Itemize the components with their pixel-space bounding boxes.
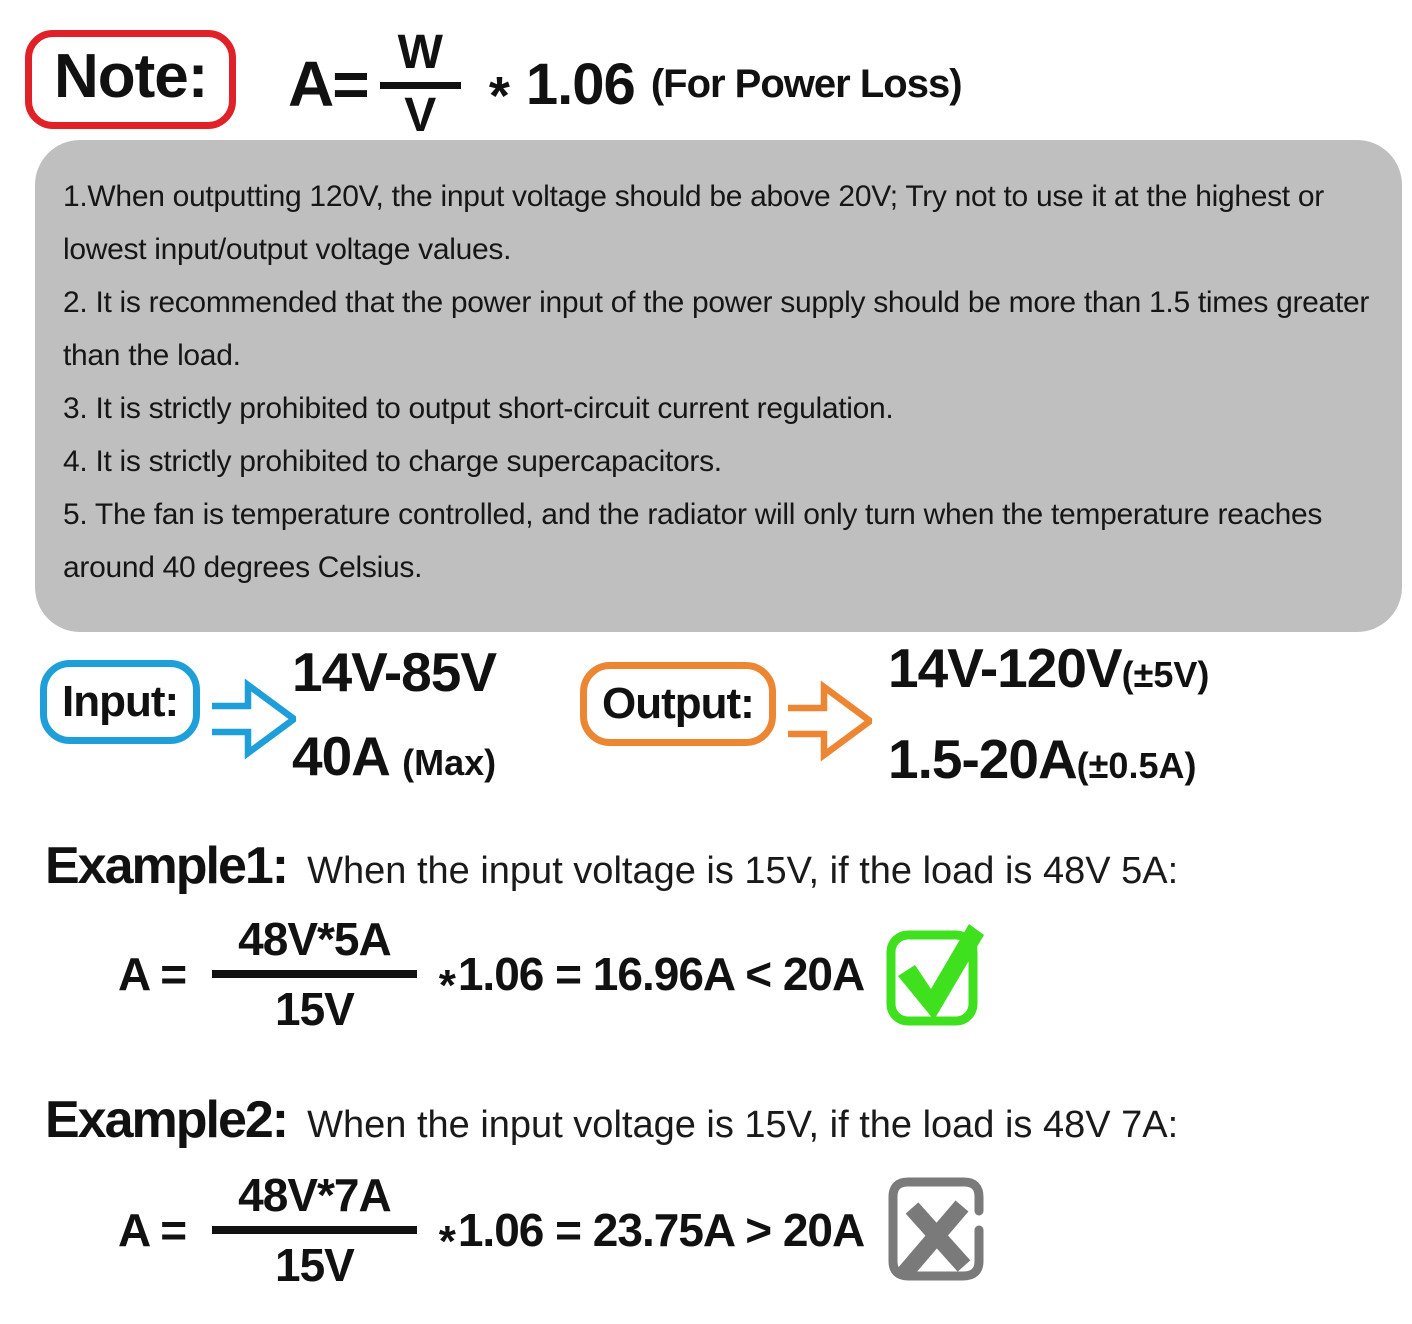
input-current-note: (Max): [402, 742, 497, 783]
example1-denominator: 15V: [275, 983, 355, 1035]
formula-denominator: V: [404, 88, 437, 142]
example2-result-expression: 1.06 = 23.75A > 20A: [457, 1204, 865, 1256]
example2-denominator: 15V: [275, 1239, 355, 1291]
example1-description: When the input voltage is 15V, if the lo…: [307, 850, 1179, 892]
note-item-3: 3. It is strictly prohibited to output s…: [63, 392, 894, 425]
note-label: Note:: [54, 42, 208, 111]
note-item-1: 1.When outputting 120V, the input voltag…: [63, 180, 1324, 266]
power-loss-formula: A= W V * 1.06 (For Power Loss): [288, 24, 963, 144]
example1-fraction: 48V*5A 15V: [212, 916, 417, 1032]
input-values: 14V-85V 40A (Max): [292, 641, 497, 793]
formula-lhs: A=: [288, 48, 370, 120]
input-label-box: Input:: [40, 660, 201, 744]
cross-icon: [888, 1177, 984, 1281]
output-current-line: 1.5-20A(±0.5A): [888, 729, 1209, 796]
output-values: 14V-120V(±5V) 1.5-20A(±0.5A): [888, 638, 1209, 796]
output-voltage-tolerance: (±5V): [1121, 654, 1210, 695]
example1-multiply-operator: *: [438, 961, 456, 1010]
input-current-line: 40A (Max): [292, 726, 496, 793]
example1-formula: A = 48V*5A 15V * 1.06 = 16.96A < 20A: [118, 916, 986, 1032]
formula-factor: 1.06: [525, 51, 636, 117]
output-label: Output:: [602, 679, 755, 728]
example2-formula: A = 48V*7A 15V * 1.06 = 23.75A > 20A: [118, 1172, 992, 1288]
example2-formula-lhs: A =: [118, 1204, 187, 1256]
formula-fraction: W V: [379, 28, 461, 142]
note-item-5: 5. The fan is temperature controlled, an…: [63, 498, 1323, 584]
output-current-range: 1.5-20A: [888, 728, 1078, 790]
example1-result-expression: 1.06 = 16.96A < 20A: [457, 948, 865, 1000]
example2-heading: Example2: When the input voltage is 15V,…: [45, 1090, 1178, 1150]
input-voltage-range: 14V-85V: [292, 641, 497, 703]
note-label-box: Note:: [25, 30, 237, 129]
example1-formula-lhs: A =: [118, 948, 187, 1000]
note-item-4: 4. It is strictly prohibited to charge s…: [63, 445, 722, 478]
right-arrow-icon: [212, 678, 296, 760]
input-current: 40A: [292, 725, 389, 787]
input-label: Input:: [62, 677, 179, 726]
notes-panel: 1.When outputting 120V, the input voltag…: [35, 140, 1402, 632]
formula-multiply-operator: *: [488, 66, 510, 126]
example2-multiply-operator: *: [438, 1217, 456, 1266]
example2-title: Example2:: [45, 1091, 289, 1149]
example2-fraction: 48V*7A 15V: [212, 1172, 417, 1288]
note-item-2: 2. It is recommended that the power inpu…: [63, 286, 1370, 372]
output-current-tolerance: (±0.5A): [1076, 745, 1197, 786]
example1-heading: Example1: When the input voltage is 15V,…: [45, 836, 1178, 896]
example1-title: Example1:: [45, 837, 289, 895]
check-icon: [886, 924, 985, 1026]
formula-suffix: (For Power Loss): [650, 61, 963, 106]
right-arrow-icon: [788, 680, 872, 762]
example2-numerator: 48V*7A: [212, 1172, 417, 1234]
output-label-box: Output:: [580, 662, 776, 746]
output-voltage-range: 14V-120V: [888, 637, 1123, 699]
formula-numerator: W: [379, 28, 461, 89]
example1-numerator: 48V*5A: [212, 916, 417, 978]
output-voltage-line: 14V-120V(±5V): [888, 638, 1209, 705]
example2-description: When the input voltage is 15V, if the lo…: [307, 1104, 1179, 1146]
